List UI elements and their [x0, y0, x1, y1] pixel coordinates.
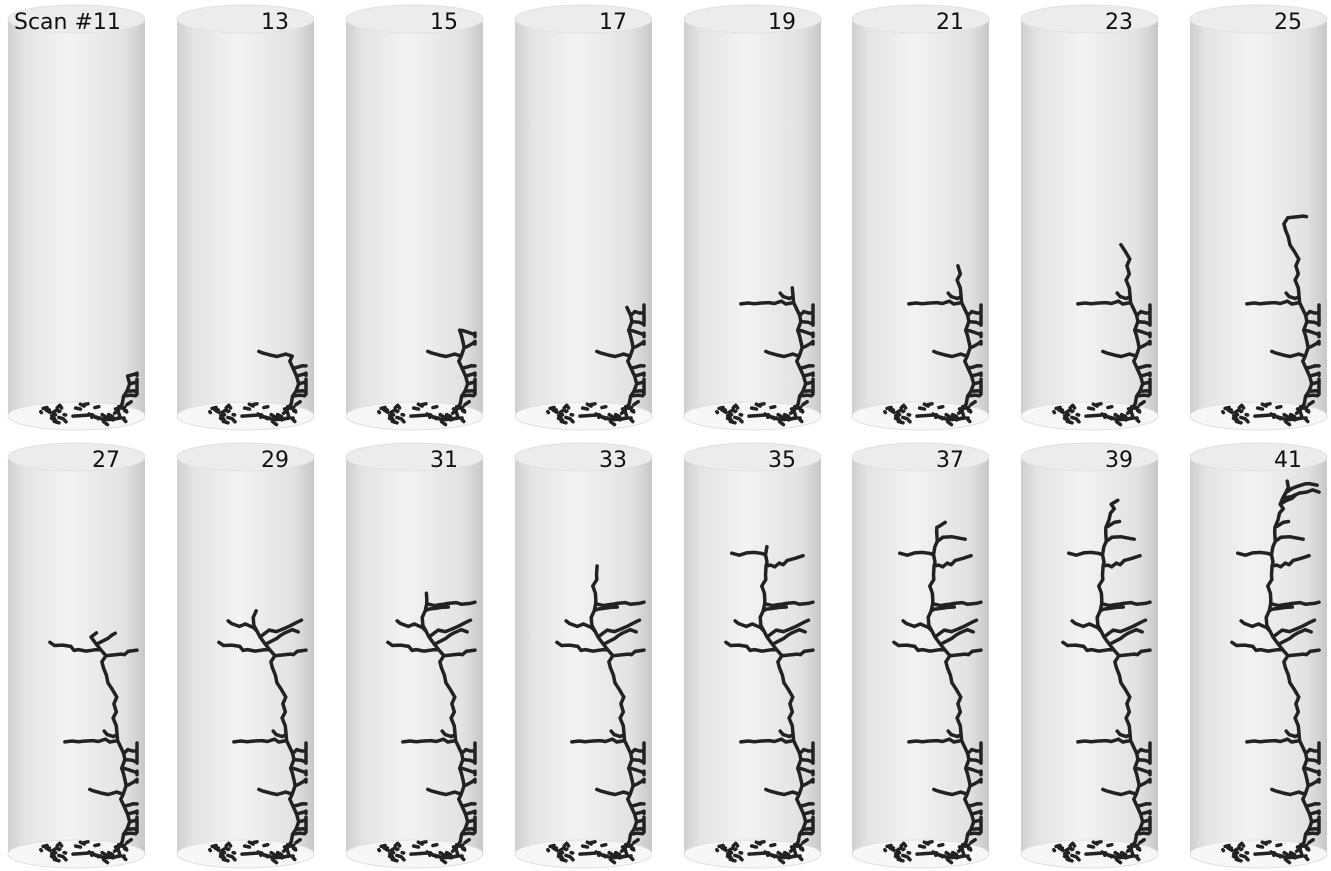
panel: 23: [1021, 5, 1158, 430]
panel: 39: [1021, 443, 1158, 868]
panel: 21: [852, 5, 989, 430]
panel: 37: [852, 443, 989, 868]
scan-label: 33: [599, 448, 627, 473]
cylinder-top: [852, 5, 989, 33]
scan-label: 21: [936, 10, 964, 35]
cylinder-body: [8, 19, 145, 416]
cylinder-top: [1021, 443, 1158, 471]
cylinder-top: [346, 443, 483, 471]
scan-label: 41: [1274, 448, 1302, 473]
panel: 19: [684, 5, 821, 430]
panel: Scan #11: [8, 5, 145, 430]
cylinder-top: [177, 443, 314, 471]
scan-label: Scan #11: [14, 10, 121, 35]
panel: 13: [177, 5, 314, 430]
cylinder-top: [852, 443, 989, 471]
cylinder-top: [8, 443, 145, 471]
cylinder-top: [177, 5, 314, 33]
scan-label: 25: [1274, 10, 1302, 35]
cylinder-top: [684, 5, 821, 33]
scan-label: 27: [92, 448, 120, 473]
cylinder-top: [515, 443, 652, 471]
scan-label: 19: [768, 10, 796, 35]
panel: 25: [1190, 5, 1327, 430]
scan-label: 37: [936, 448, 964, 473]
scan-label: 13: [261, 10, 289, 35]
scan-label: 17: [599, 10, 627, 35]
panel: 35: [684, 443, 821, 868]
cylinder-top: [684, 443, 821, 471]
cylinder-top: [515, 5, 652, 33]
cylinder-top: [346, 5, 483, 33]
scan-label: 23: [1105, 10, 1133, 35]
cylinder-top: [1190, 5, 1327, 33]
scan-label: 15: [430, 10, 458, 35]
panel: 41: [1190, 443, 1327, 868]
panel: 27: [8, 443, 145, 868]
scan-label: 31: [430, 448, 458, 473]
figure: Scan #11 13 15 17 19 21 23 25 27 29 31 33 35 37 39 41: [0, 0, 1331, 871]
panel: 31: [346, 443, 483, 868]
scan-label: 39: [1105, 448, 1133, 473]
cylinder-top: [1021, 5, 1158, 33]
panel: 17: [515, 5, 652, 430]
cylinder-top: [1190, 443, 1327, 471]
panel: 29: [177, 443, 314, 868]
panel: 15: [346, 5, 483, 430]
scan-label: 29: [261, 448, 289, 473]
scan-label: 35: [768, 448, 796, 473]
panel: 33: [515, 443, 652, 868]
